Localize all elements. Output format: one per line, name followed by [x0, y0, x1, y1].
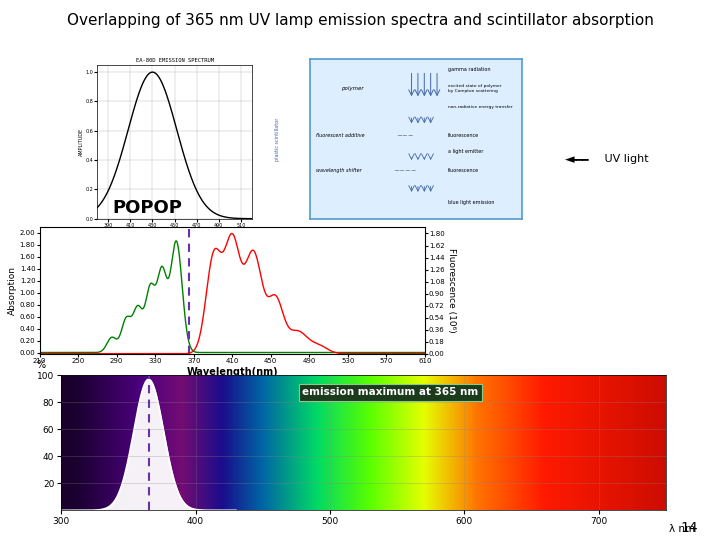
Text: plastic scintillator: plastic scintillator	[275, 117, 280, 161]
Text: blue light emission: blue light emission	[448, 200, 494, 205]
Text: ◄: ◄	[565, 153, 575, 166]
Text: ~~~: ~~~	[397, 133, 414, 139]
X-axis label: Wavelength(nm): Wavelength(nm)	[186, 367, 278, 376]
X-axis label: WAVELENGTH (nm): WAVELENGTH (nm)	[151, 230, 198, 234]
Title: EA-80D EMISSION SPECTRUM: EA-80D EMISSION SPECTRUM	[135, 58, 214, 63]
Text: ━━━: ━━━	[571, 154, 588, 164]
Text: POPOP: POPOP	[112, 199, 182, 217]
Text: gamma radiation: gamma radiation	[448, 68, 490, 72]
Text: fluorescence: fluorescence	[448, 133, 479, 138]
Text: a light emitter: a light emitter	[448, 149, 483, 154]
Text: ~~~~: ~~~~	[393, 168, 417, 174]
Text: non-radiative energy transfer: non-radiative energy transfer	[448, 105, 513, 109]
Text: Overlapping of 365 nm UV lamp emission spectra and scintillator absorption: Overlapping of 365 nm UV lamp emission s…	[66, 14, 654, 29]
Text: wavelength shifter: wavelength shifter	[316, 168, 361, 173]
Text: excited state of polymer
by Compton scattering: excited state of polymer by Compton scat…	[448, 84, 501, 92]
Y-axis label: Fluorescence (10⁶): Fluorescence (10⁶)	[448, 248, 456, 333]
Text: %: %	[37, 360, 46, 370]
Y-axis label: Absorption: Absorption	[8, 266, 17, 315]
Text: λ nm: λ nm	[669, 524, 695, 534]
Y-axis label: AMPLITUDE: AMPLITUDE	[79, 127, 84, 156]
Text: polymer: polymer	[341, 85, 364, 91]
Text: 14: 14	[681, 521, 698, 535]
Text: fluorescence: fluorescence	[448, 168, 479, 173]
Text: UV light: UV light	[601, 154, 649, 164]
Text: emission maximum at 365 nm: emission maximum at 365 nm	[302, 388, 479, 397]
Text: fluorescent additive: fluorescent additive	[316, 133, 364, 138]
